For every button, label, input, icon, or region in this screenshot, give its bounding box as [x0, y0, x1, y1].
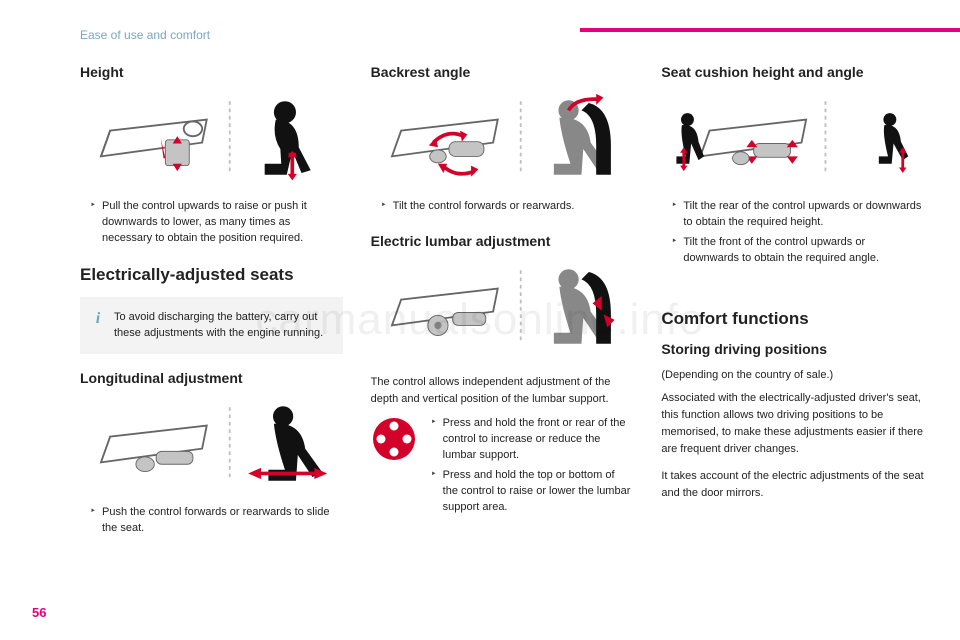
- backrest-instructions: Tilt the control forwards or rearwards.: [371, 199, 634, 215]
- column-3: Seat cushion height and angle: [661, 60, 924, 541]
- heading-storing: Storing driving positions: [661, 341, 924, 357]
- note-text: To avoid discharging the battery, carry …: [114, 311, 323, 340]
- heading-longitudinal: Longitudinal adjustment: [80, 370, 343, 386]
- height-instr-item: Pull the control upwards to raise or pus…: [90, 199, 341, 247]
- illus-lumbar: [371, 261, 634, 353]
- lumbar-instr-1: Press and hold the front or rear of the …: [431, 416, 632, 464]
- storing-p2: It takes account of the electric adjustm…: [661, 468, 924, 502]
- column-1: Height Pull the control upward: [80, 60, 343, 541]
- illus-longitudinal: [80, 398, 343, 490]
- storing-p1: Associated with the electrically-adjuste…: [661, 390, 924, 458]
- lumbar-instructions: Press and hold the front or rear of the …: [427, 416, 634, 520]
- heading-lumbar: Electric lumbar adjustment: [371, 233, 634, 249]
- lumbar-detail-row: Press and hold the front or rear of the …: [371, 416, 634, 520]
- heading-cushion: Seat cushion height and angle: [661, 64, 924, 80]
- lumbar-knob-icon: [371, 416, 417, 462]
- lumbar-intro: The control allows independent adjustmen…: [371, 374, 634, 408]
- heading-elec-seats: Electrically-adjusted seats: [80, 265, 343, 285]
- long-instr-item: Push the control forwards or rearwards t…: [90, 505, 341, 537]
- page-number: 56: [32, 605, 46, 620]
- columns: Height Pull the control upward: [80, 60, 924, 541]
- column-2: Backrest angle T: [371, 60, 634, 541]
- manual-page: Ease of use and comfort Height: [0, 0, 960, 640]
- accent-bar: [580, 28, 960, 32]
- heading-height: Height: [80, 64, 343, 80]
- info-icon: i: [90, 307, 106, 323]
- lumbar-instr-2: Press and hold the top or bottom of the …: [431, 468, 632, 516]
- cushion-instr-1: Tilt the rear of the control upwards or …: [671, 199, 922, 231]
- backrest-instr-item: Tilt the control forwards or rearwards.: [381, 199, 632, 215]
- illus-height: [80, 92, 343, 184]
- long-instructions: Push the control forwards or rearwards t…: [80, 505, 343, 537]
- cushion-instructions: Tilt the rear of the control upwards or …: [661, 199, 924, 267]
- battery-note: i To avoid discharging the battery, carr…: [80, 297, 343, 354]
- height-instructions: Pull the control upwards to raise or pus…: [80, 199, 343, 247]
- heading-backrest: Backrest angle: [371, 64, 634, 80]
- illus-backrest: [371, 92, 634, 184]
- storing-note: (Depending on the country of sale.): [661, 367, 924, 384]
- heading-comfort: Comfort functions: [661, 309, 924, 329]
- cushion-instr-2: Tilt the front of the control upwards or…: [671, 235, 922, 267]
- illus-cushion: [661, 92, 924, 184]
